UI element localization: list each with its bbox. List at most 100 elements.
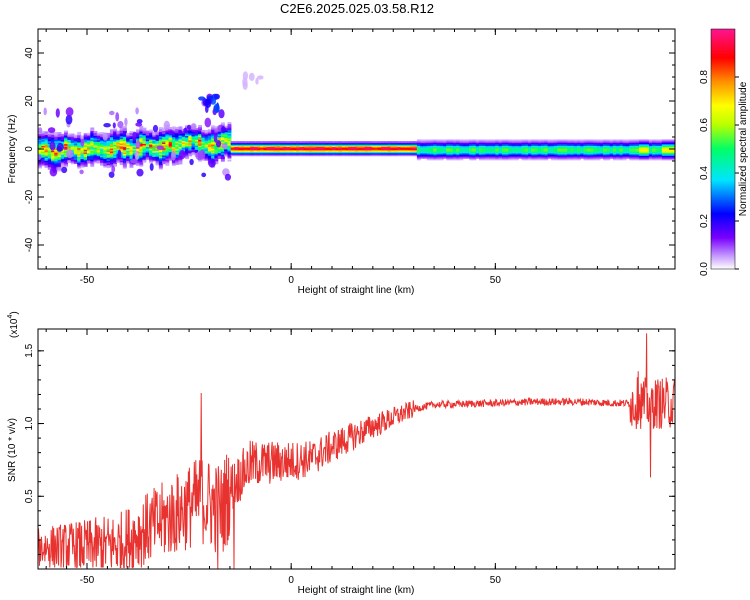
spectrogram-cell — [122, 142, 127, 144]
spectrogram-cell — [622, 155, 627, 158]
spectrogram-cell — [67, 148, 72, 150]
spectrogram-cell — [498, 155, 503, 158]
spectrogram-cell — [109, 158, 114, 161]
spectrogram-cell — [83, 139, 88, 142]
spectrogram-blob — [115, 112, 120, 122]
spectrogram-cell — [648, 158, 653, 161]
spectrogram-cell — [119, 137, 124, 140]
spectrogram-cell — [224, 138, 229, 141]
spectrogram-cell — [155, 151, 160, 154]
spectrogram-cell — [279, 144, 284, 147]
spectrogram-cell — [488, 152, 493, 155]
spectrogram-cell — [178, 162, 183, 165]
spectrogram-cell — [93, 139, 98, 142]
spectrogram-cell — [198, 129, 202, 132]
spectrogram-cell — [247, 149, 251, 152]
spectrogram-cell — [41, 159, 46, 162]
spectrogram-cell — [119, 141, 124, 144]
spectrogram-cell — [38, 134, 42, 137]
spectrogram-cell — [253, 149, 258, 152]
spectrogram-cell — [162, 130, 166, 133]
spectrogram-cell — [563, 141, 568, 143]
spectrogram-cell — [188, 131, 193, 134]
spectrogram-blob — [152, 124, 159, 133]
spectrogram-cell — [64, 136, 68, 139]
spectrogram-cell — [175, 154, 180, 157]
spectrogram-cell — [338, 148, 343, 151]
spectrogram-cell — [446, 139, 451, 142]
spectrogram-cell — [165, 135, 170, 137]
spectrogram-cell — [155, 137, 160, 140]
spectrogram-cell — [629, 158, 634, 161]
chart-title: C2E6.2025.025.03.58.R12 — [280, 1, 434, 16]
spectrogram-blob — [198, 96, 206, 101]
spectrogram-cell — [514, 142, 519, 145]
spectrogram-cell — [612, 156, 617, 159]
spectrogram-cell — [658, 146, 663, 149]
spectrogram-cell — [260, 141, 264, 144]
spectrogram-cell — [639, 142, 643, 145]
spectrogram-cell — [142, 156, 147, 159]
spectrogram-cell — [554, 156, 558, 159]
spectrogram-cell — [165, 153, 170, 156]
spectrogram-cell — [318, 151, 323, 154]
spectrogram-cell — [599, 149, 604, 152]
spectrogram-cell — [201, 137, 206, 140]
spectrogram-cell — [207, 129, 212, 132]
spectrogram-cell — [328, 144, 333, 147]
spectrogram-cell — [142, 147, 147, 150]
spectrogram-cell — [227, 155, 232, 158]
spectrogram-cell — [263, 152, 268, 155]
spectrogram-cell — [103, 142, 108, 145]
spectrogram-cell — [541, 141, 545, 143]
spectrogram-cell — [367, 141, 372, 144]
spectrogram-cell — [185, 145, 189, 148]
spectrogram-cell — [240, 151, 245, 154]
spectrogram-cell — [64, 132, 68, 135]
spectrogram-cell — [122, 157, 127, 160]
spectrogram-cell — [364, 149, 369, 152]
spectrogram-cell — [635, 153, 640, 156]
spectrogram-cell — [126, 148, 131, 151]
spectrogram-cell — [51, 140, 55, 143]
spectrogram-peak — [397, 147, 401, 151]
spectrogram-cell — [459, 149, 464, 152]
spectrogram-cell — [462, 146, 467, 149]
spectrogram-cell — [126, 137, 131, 140]
spectrogram-cell — [136, 133, 140, 136]
spectrogram-cell — [570, 156, 575, 159]
spectrogram-cell — [609, 143, 614, 146]
spectrogram-cell — [129, 141, 134, 144]
spectrogram-cell — [632, 153, 637, 156]
spectrogram-cell — [557, 158, 562, 161]
spectrogram-cell — [60, 154, 65, 156]
spectrogram-cell — [100, 163, 104, 166]
spectrogram-cell — [475, 143, 480, 146]
spectrogram-cell — [567, 148, 572, 151]
spectrogram-cell — [518, 149, 523, 152]
spectrogram-cell — [87, 147, 91, 150]
spectrogram-cell — [426, 141, 431, 143]
spectrogram-cell — [433, 141, 438, 143]
spectrogram-cell — [387, 149, 392, 152]
spectrogram-cell — [639, 149, 643, 152]
spectrogram-cell — [472, 153, 477, 156]
spectrogram-cell — [77, 160, 82, 163]
spectrogram-cell — [567, 141, 572, 143]
spectrogram-cell — [87, 155, 91, 158]
spectrogram-cell — [175, 141, 180, 144]
spectrogram-cell — [544, 149, 549, 152]
spectrogram-cell — [443, 156, 447, 159]
spectrogram-cell — [629, 152, 634, 155]
spectrogram-cell — [469, 141, 474, 143]
spectrogram-cell — [119, 143, 124, 145]
spectrogram-cell — [577, 146, 581, 149]
spectrogram-cell — [136, 136, 140, 139]
spectrogram-cell — [629, 139, 634, 142]
spectrogram-cell — [619, 152, 624, 155]
spectrogram-cell — [603, 148, 607, 151]
spectrogram-cell — [83, 150, 88, 153]
spectrogram-cell — [501, 146, 506, 149]
spectrogram-cell — [44, 150, 49, 153]
spectrogram-cell — [456, 139, 460, 142]
